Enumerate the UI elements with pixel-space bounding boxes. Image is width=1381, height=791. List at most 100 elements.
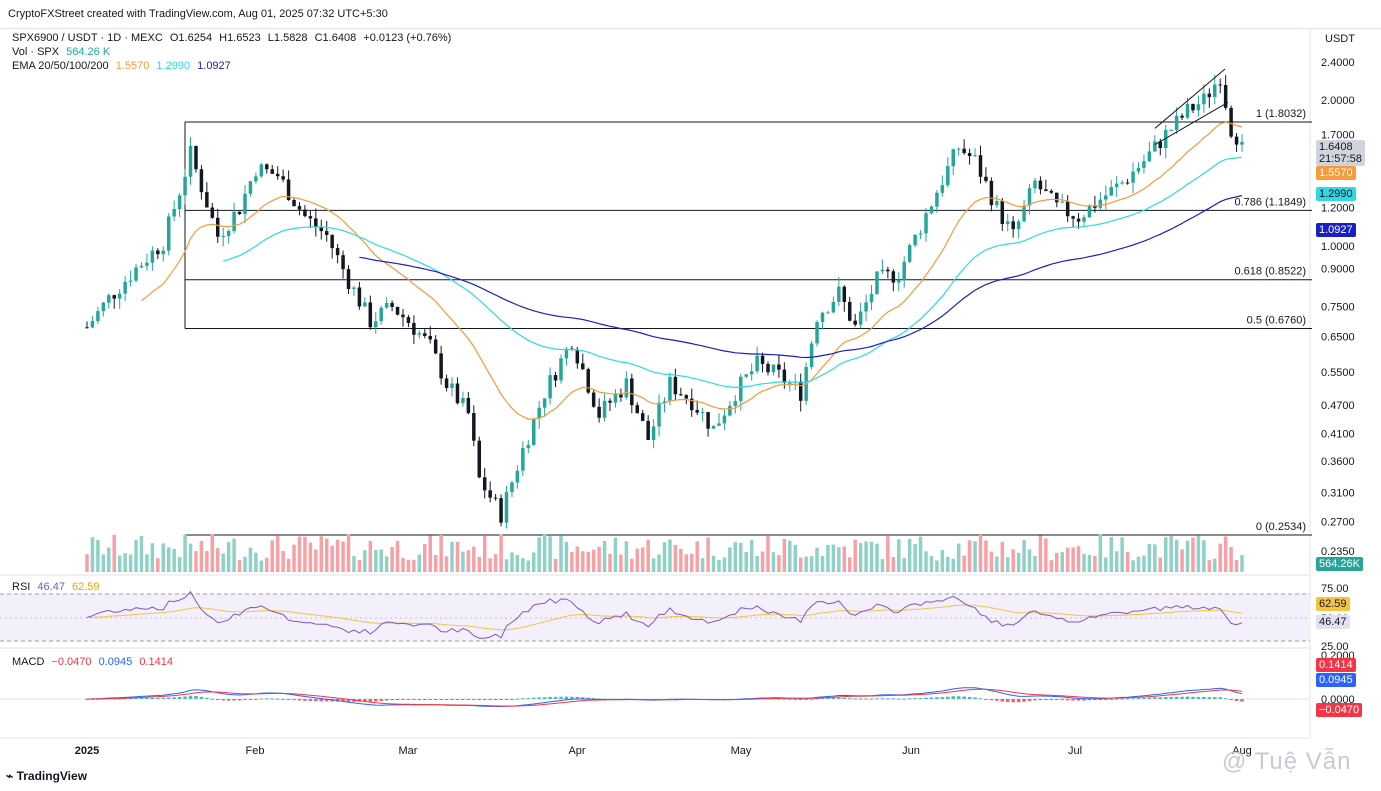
candle-body xyxy=(368,302,373,328)
candle-body xyxy=(668,376,672,402)
candle-body xyxy=(695,410,699,413)
macd-hist-bar xyxy=(946,696,950,699)
volume-bar xyxy=(156,558,160,572)
volume-bar xyxy=(613,537,618,572)
volume-bar xyxy=(423,543,427,572)
candle-body xyxy=(1033,180,1037,189)
volume-bar xyxy=(978,534,983,572)
candle-body xyxy=(956,148,961,150)
macd-label[interactable]: MACD xyxy=(12,656,45,668)
macd-hist-bar xyxy=(1016,699,1021,703)
volume-bar xyxy=(455,541,460,572)
price-tick-label: 1.2000 xyxy=(1321,203,1355,215)
candle-body xyxy=(1202,93,1206,105)
volume-bar xyxy=(777,555,781,572)
volume-bar xyxy=(248,547,253,572)
macd-hist-bar xyxy=(935,697,939,699)
candle-body xyxy=(940,185,945,193)
price-tick-label: 0.2350 xyxy=(1321,546,1355,558)
macd-hist-bar xyxy=(526,698,531,700)
volume-bar xyxy=(221,553,225,572)
candle-body xyxy=(96,311,100,322)
macd-hist-bar xyxy=(281,698,285,700)
volume-bar xyxy=(1153,544,1157,572)
volume-bar xyxy=(842,546,847,572)
volume-bar xyxy=(1229,547,1233,572)
macd-hist-bar xyxy=(254,698,258,700)
macd-hist-bar xyxy=(303,699,307,701)
candle-body xyxy=(886,269,890,272)
macd-line xyxy=(86,687,1243,708)
volume-bar xyxy=(630,558,634,572)
macd-hist-bar xyxy=(499,699,503,700)
macd-hist-bar xyxy=(1196,696,1201,699)
time-tick-label: May xyxy=(731,745,752,757)
volume-bar xyxy=(733,542,738,572)
fib-level-label: 0.5 (0.6760) xyxy=(1247,314,1306,326)
candle-body xyxy=(128,280,133,282)
candle-body xyxy=(1223,85,1228,108)
candle-body xyxy=(1180,115,1184,118)
wedge-upper-line xyxy=(1154,68,1226,129)
ema-label[interactable]: EMA 20/50/100/200 xyxy=(12,60,109,72)
tradingview-logo[interactable]: ⌁ TradingView xyxy=(6,769,87,783)
macd-hist-bar xyxy=(1223,698,1228,700)
macd-hist-bar xyxy=(940,697,945,699)
volume-bar xyxy=(591,549,596,572)
volume-bar xyxy=(624,541,629,572)
macd-hist-bar xyxy=(782,698,787,700)
volume-bar xyxy=(314,549,318,572)
rsi-label[interactable]: RSI xyxy=(12,581,31,593)
candle-body xyxy=(602,400,607,418)
last-price-value: 1.6408 xyxy=(1319,141,1353,153)
candle-body xyxy=(897,280,901,283)
fib-level-label: 1 (1.8032) xyxy=(1256,108,1306,120)
candle-body xyxy=(657,402,661,427)
volume-bar xyxy=(804,556,808,572)
volume-bar xyxy=(570,551,574,572)
candle-body xyxy=(156,250,160,255)
macd-hist-bar xyxy=(553,696,558,699)
volume-bar xyxy=(226,542,231,572)
currency-label[interactable]: USDT xyxy=(1325,33,1355,45)
candle-body xyxy=(924,213,928,234)
symbol-title[interactable]: SPX6900 / USDT · 1D · MEXC xyxy=(12,32,163,44)
macd-hist-bar xyxy=(869,698,874,700)
volume-bar xyxy=(853,539,857,572)
candle-body xyxy=(493,497,498,499)
volume-bar xyxy=(297,536,302,572)
macd-hist-bar xyxy=(488,699,492,700)
volume-bar xyxy=(134,540,138,572)
macd-hist-bar xyxy=(842,697,847,699)
macd-hist-bar xyxy=(1218,697,1222,699)
macd-hist-bar xyxy=(270,698,274,700)
candle-body xyxy=(1065,201,1070,217)
candle-body xyxy=(728,405,732,416)
macd-hist-bar xyxy=(951,696,955,699)
candle-body xyxy=(199,169,204,193)
volume-bar xyxy=(510,552,514,572)
candle-body xyxy=(1044,189,1048,191)
candle-body xyxy=(221,236,225,238)
volume-bar xyxy=(1180,549,1184,572)
volume-bar xyxy=(875,543,879,572)
macd-hist-bar xyxy=(368,699,373,702)
volume-bar xyxy=(798,557,803,572)
ema100-value: 1.0927 xyxy=(197,60,231,72)
candle-body xyxy=(107,295,111,303)
candle-body xyxy=(341,255,345,270)
volume-bar xyxy=(542,534,547,572)
candle-body xyxy=(597,406,601,418)
macd-hist-bar xyxy=(123,698,127,700)
volume-bar xyxy=(1060,552,1064,572)
candle-body xyxy=(973,155,977,157)
volume-bar xyxy=(711,555,716,572)
macd-hist-bar xyxy=(542,697,547,699)
volume-bar xyxy=(695,541,699,572)
volume-label[interactable]: Vol · SPX xyxy=(12,46,60,58)
macd-hist-bar xyxy=(1011,699,1015,703)
volume-bar xyxy=(869,541,874,572)
candle-body xyxy=(847,301,852,321)
volume-bar xyxy=(891,557,896,572)
